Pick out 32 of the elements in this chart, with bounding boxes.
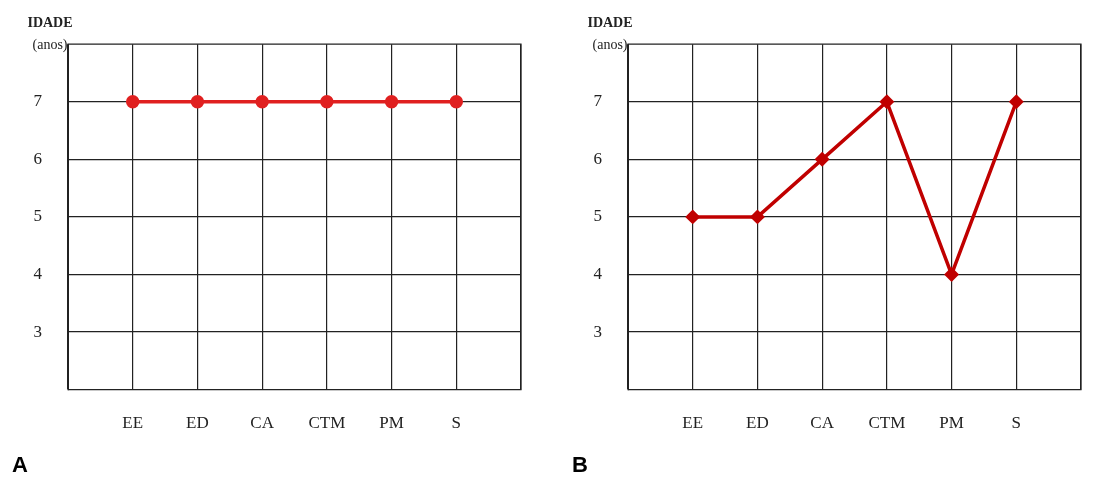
y-tick-label: 7 [593, 91, 603, 111]
point [750, 210, 765, 224]
y-tick-label: 6 [593, 148, 602, 168]
y-axis-title: IDADE (anos) [27, 15, 73, 52]
y-tick-label: 3 [33, 321, 42, 341]
y-tick-label: 6 [33, 148, 42, 168]
x-tick-label: PM [379, 413, 404, 433]
text: B [572, 452, 588, 478]
x-tick-label: CTM [308, 413, 346, 433]
x-tick-label: CA [250, 413, 275, 433]
point [815, 152, 829, 167]
x-tick-label: ED [186, 413, 209, 433]
point [1009, 95, 1024, 109]
x-tick-label: EE [122, 413, 144, 433]
y-tick-label: 5 [33, 206, 42, 226]
x-tick-label: CTM [868, 413, 906, 433]
y-tick-label: 3 [593, 321, 602, 341]
x-tick-label: S [1011, 413, 1022, 433]
text: A [12, 452, 28, 478]
point [944, 267, 959, 282]
y-tick-label: 4 [593, 263, 603, 283]
x-tick-label: S [451, 413, 462, 433]
y-tick-label: 7 [33, 91, 43, 111]
point [880, 95, 894, 109]
x-tick-label: ED [746, 413, 769, 433]
x-tick-label: EE [682, 413, 704, 433]
y-axis-title: IDADE (anos) [587, 15, 633, 52]
y-tick-label: 4 [33, 263, 43, 283]
y-tick-label: 5 [593, 206, 602, 226]
x-tick-label: PM [939, 413, 964, 433]
x-tick-label: CA [810, 413, 835, 433]
point [685, 210, 700, 224]
